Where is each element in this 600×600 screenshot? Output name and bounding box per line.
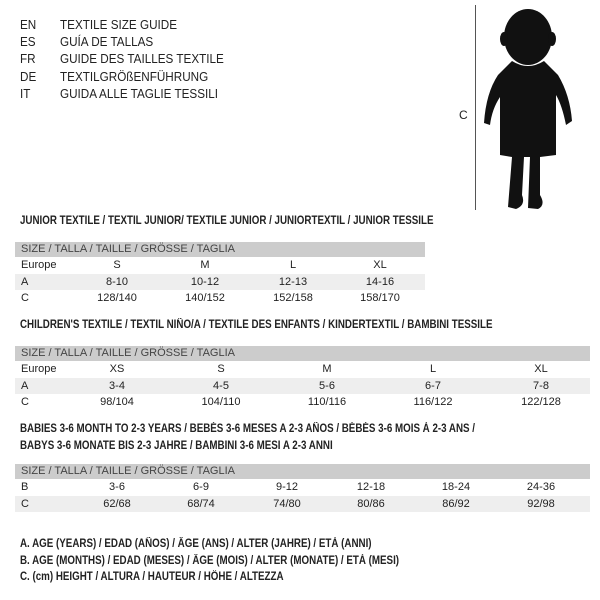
table-row: C 98/104 104/110 110/116 116/122 122/128 bbox=[15, 394, 590, 410]
legend-line: B. AGE (MONTHS) / EDAD (MESES) / ÂGE (MO… bbox=[20, 554, 400, 567]
table-cell: 104/110 bbox=[201, 396, 241, 408]
table-row: B 3-6 6-9 9-12 12-18 18-24 24-36 bbox=[15, 479, 590, 495]
table-cell: 14-16 bbox=[365, 275, 395, 288]
row-label: Europe bbox=[21, 363, 57, 375]
table-cell: 6-9 bbox=[193, 481, 209, 493]
height-marker-line bbox=[475, 5, 476, 210]
table-title: JUNIOR TEXTILE / TEXTIL JUNIOR/ TEXTILE … bbox=[20, 215, 434, 227]
language-title: TEXTILGRÖßENFÜHRUNG bbox=[60, 68, 209, 84]
table-cell: 86/92 bbox=[442, 497, 470, 510]
child-silhouette-icon bbox=[484, 9, 572, 209]
table-cell: M bbox=[200, 259, 210, 271]
row-label: A bbox=[21, 275, 29, 288]
size-header-band: SIZE / TALLA / TAILLE / GRÖSSE / TAGLIA bbox=[15, 242, 425, 257]
legend-line: A. AGE (YEARS) / EDAD (AÑOS) / ÂGE (ANS)… bbox=[20, 538, 372, 550]
table-row: C 128/140 140/152 152/158 158/170 bbox=[15, 290, 425, 306]
table-cell: 3-6 bbox=[109, 481, 125, 493]
table-title-line2: BABYS 3-6 MONATE BIS 2-3 JAHRE / BAMBINI… bbox=[20, 440, 333, 452]
row-label: C bbox=[21, 396, 29, 408]
table-cell: XL bbox=[373, 259, 387, 271]
table-cell: 158/170 bbox=[360, 292, 400, 304]
table-title: BABIES 3-6 MONTH TO 2-3 YEARS / BEBÉS 3-… bbox=[20, 423, 476, 435]
legend-line: C. (cm) HEIGHT / ALTURA / HAUTEUR / HÖHE… bbox=[20, 571, 284, 583]
row-label: A bbox=[21, 379, 29, 392]
table-cell: 9-12 bbox=[275, 481, 299, 493]
table-cell: XS bbox=[109, 363, 125, 375]
row-label: C bbox=[21, 497, 29, 510]
table-cell: 92/98 bbox=[527, 497, 555, 510]
table-cell: 62/68 bbox=[103, 497, 131, 510]
table-cell: L bbox=[429, 363, 437, 375]
height-marker-label: C bbox=[459, 108, 468, 122]
table-cell: 6-7 bbox=[425, 379, 441, 392]
language-code: EN bbox=[20, 17, 37, 32]
language-title: GUÍA DE TALLAS bbox=[60, 34, 154, 50]
size-header-band: SIZE / TALLA / TAILLE / GRÖSSE / TAGLIA bbox=[15, 346, 590, 361]
table-row: A 3-4 4-5 5-6 6-7 7-8 bbox=[15, 377, 590, 394]
table-cell: 10-12 bbox=[190, 275, 220, 288]
table-cell: 12-18 bbox=[356, 481, 386, 493]
table-cell: S bbox=[113, 259, 121, 271]
table-cell: M bbox=[322, 363, 332, 375]
table-row: Europe S M L XL bbox=[15, 257, 425, 273]
table-title: CHILDREN'S TEXTILE / TEXTIL NIÑO/A / TEX… bbox=[20, 319, 493, 331]
table-cell: 68/74 bbox=[187, 497, 215, 510]
row-label: Europe bbox=[21, 259, 57, 271]
table-row: C 62/68 68/74 74/80 80/86 86/92 92/98 bbox=[15, 495, 590, 512]
table-cell: 140/152 bbox=[185, 292, 225, 304]
table-cell: 110/116 bbox=[307, 396, 347, 408]
table-cell: 7-8 bbox=[533, 379, 549, 392]
table-row: Europe XS S M L XL bbox=[15, 361, 590, 377]
table-cell: 80/86 bbox=[357, 497, 385, 510]
table-cell: 8-10 bbox=[105, 275, 129, 288]
row-label: B bbox=[21, 481, 29, 493]
table-cell: 3-4 bbox=[109, 379, 125, 392]
table-cell: 152/158 bbox=[273, 292, 313, 304]
table-cell: 4-5 bbox=[213, 379, 229, 392]
table-cell: 116/122 bbox=[413, 396, 453, 408]
table-cell: 98/104 bbox=[100, 396, 134, 408]
table-cell: XL bbox=[534, 363, 548, 375]
table-cell: 24-36 bbox=[526, 481, 556, 493]
language-code: ES bbox=[20, 34, 36, 50]
language-title: GUIDA ALLE TAGLIE TESSILI bbox=[60, 85, 219, 101]
language-code: DE bbox=[20, 68, 37, 84]
table-cell: 12-13 bbox=[278, 275, 308, 288]
table-cell: 18-24 bbox=[441, 481, 471, 493]
table-cell: L bbox=[289, 259, 297, 271]
table-row: A 8-10 10-12 12-13 14-16 bbox=[15, 273, 425, 290]
language-code: FR bbox=[20, 51, 36, 67]
row-label: C bbox=[21, 292, 29, 304]
table-cell: S bbox=[217, 363, 225, 375]
language-title: GUIDE DES TAILLES TEXTILE bbox=[60, 51, 224, 67]
language-code: IT bbox=[20, 85, 31, 101]
language-title: TEXTILE SIZE GUIDE bbox=[60, 17, 178, 32]
table-cell: 5-6 bbox=[319, 379, 335, 392]
table-cell: 128/140 bbox=[97, 292, 137, 304]
table-cell: 122/128 bbox=[521, 396, 561, 408]
size-header-band: SIZE / TALLA / TAILLE / GRÖSSE / TAGLIA bbox=[15, 464, 590, 479]
table-cell: 74/80 bbox=[273, 497, 301, 510]
